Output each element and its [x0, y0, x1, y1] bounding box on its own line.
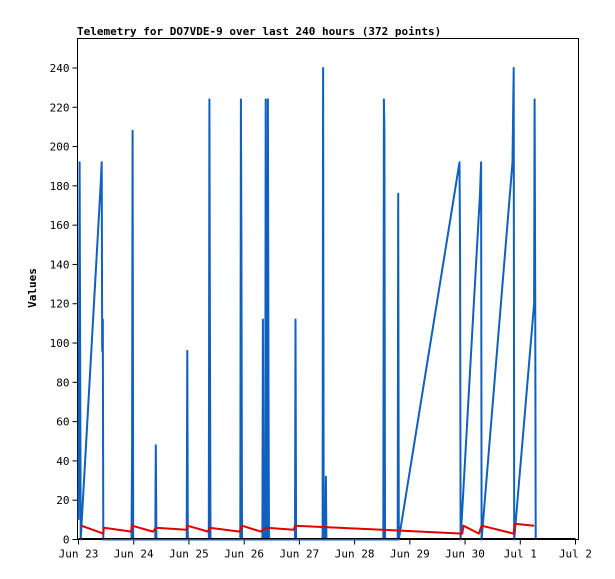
y-tick-label: 200	[50, 141, 70, 154]
y-tick-label: 60	[56, 416, 69, 429]
x-tick-label: Jun 28	[335, 548, 375, 561]
series-layer	[77, 67, 576, 541]
x-axis: Jun 23 Jun 24 Jun 25 Jun 26 Jun 27 Jun 28 Jun …	[59, 539, 592, 561]
series-line-blue	[77, 67, 537, 541]
y-axis: 0 20 40 60 80 100 120 140 160 180 200 220 240	[50, 62, 78, 547]
x-tick-label: Jun 27	[280, 548, 320, 561]
y-tick-label: 180	[50, 180, 70, 193]
x-tick-label: Jun 30	[445, 548, 485, 561]
x-tick-label: Jun 25	[169, 548, 209, 561]
y-tick-label: 160	[50, 219, 70, 232]
y-tick-label: 240	[50, 62, 70, 75]
y-tick-label: 40	[56, 455, 69, 468]
y-tick-label: 140	[50, 258, 70, 271]
x-tick-label: Jun 26	[224, 548, 264, 561]
y-axis-label: Values	[26, 268, 39, 308]
x-tick-label: Jun 29	[390, 548, 430, 561]
y-tick-label: 100	[50, 337, 70, 350]
y-tick-label: 120	[50, 298, 70, 311]
x-tick-label: Jul 2	[559, 548, 592, 561]
x-tick-label: Jul 1	[504, 548, 537, 561]
y-tick-label: 20	[56, 494, 69, 507]
plot-area	[77, 38, 579, 540]
y-tick-label: 80	[56, 376, 69, 389]
chart-title: Telemetry for DO7VDE-9 over last 240 hou…	[77, 25, 441, 38]
series-line-red	[80, 522, 535, 535]
y-tick-label: 220	[50, 101, 70, 114]
x-tick-label: Jun 23	[59, 548, 99, 561]
y-tick-label: 0	[63, 534, 70, 547]
x-tick-label: Jun 24	[114, 548, 154, 561]
